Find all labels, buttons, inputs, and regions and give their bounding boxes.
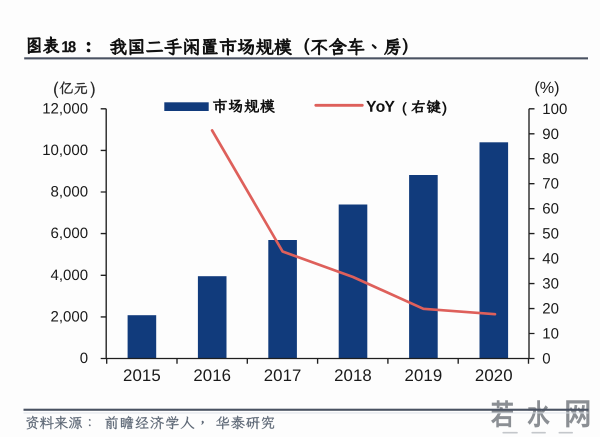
svg-text:4,000: 4,000	[51, 267, 89, 284]
svg-text:2016: 2016	[193, 366, 231, 385]
svg-text:0: 0	[542, 351, 550, 368]
svg-text:2018: 2018	[334, 366, 372, 385]
svg-text:80: 80	[542, 151, 559, 168]
svg-text:90: 90	[542, 126, 559, 143]
svg-text:30: 30	[542, 276, 559, 293]
svg-text:40: 40	[542, 251, 559, 268]
svg-text:20: 20	[542, 301, 559, 318]
svg-text:0: 0	[80, 350, 88, 367]
svg-text:2019: 2019	[405, 366, 443, 385]
svg-text:12,000: 12,000	[42, 100, 88, 117]
svg-text:10: 10	[542, 326, 559, 343]
svg-text:10,000: 10,000	[42, 142, 88, 159]
svg-text:8,000: 8,000	[51, 184, 89, 201]
svg-text:2020: 2020	[475, 366, 513, 385]
svg-text:100: 100	[542, 101, 567, 118]
svg-text:70: 70	[542, 176, 559, 193]
svg-text:(%): (%)	[534, 79, 559, 97]
svg-text:2,000: 2,000	[51, 308, 89, 325]
svg-text:50: 50	[542, 226, 559, 243]
svg-text:2015: 2015	[123, 366, 161, 385]
svg-text:2017: 2017	[264, 366, 302, 385]
svg-text:60: 60	[542, 201, 559, 218]
svg-text:6,000: 6,000	[51, 225, 89, 242]
